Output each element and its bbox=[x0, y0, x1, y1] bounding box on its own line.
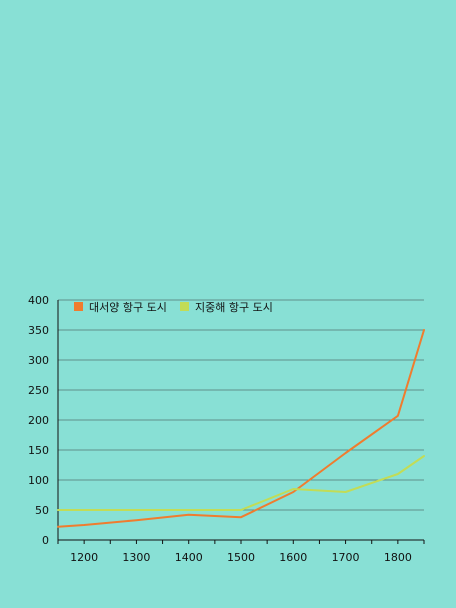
grid-lines bbox=[58, 299, 424, 511]
axes bbox=[57, 300, 425, 544]
x-tick-label: 1600 bbox=[279, 551, 307, 564]
y-tick-label: 50 bbox=[35, 504, 49, 517]
y-tick-label: 250 bbox=[28, 384, 49, 397]
x-tick-label: 1400 bbox=[175, 551, 203, 564]
tick-labels: 0 50 100 150 200 250 300 350 400 1200 1300 1400 1500… bbox=[28, 294, 412, 564]
series-layer bbox=[57, 329, 425, 528]
series-line-2 bbox=[57, 455, 425, 511]
y-tick-label: 350 bbox=[28, 324, 49, 337]
y-tick-label: 0 bbox=[42, 534, 49, 547]
y-tick-label: 300 bbox=[28, 354, 49, 367]
x-tick-label: 1700 bbox=[332, 551, 360, 564]
legend-swatch-1 bbox=[74, 302, 83, 311]
x-tick-label: 1200 bbox=[70, 551, 98, 564]
legend-label-2: 지중해 항구 도시 bbox=[195, 300, 273, 314]
x-tick-label: 1500 bbox=[227, 551, 255, 564]
legend-swatch-2 bbox=[180, 302, 189, 311]
y-tick-label: 400 bbox=[28, 294, 49, 307]
legend-label-1: 대서양 항구 도시 bbox=[89, 301, 167, 314]
y-tick-label: 150 bbox=[28, 444, 49, 457]
y-tick-label: 100 bbox=[28, 474, 49, 487]
x-tick-label: 1300 bbox=[122, 551, 150, 564]
x-tick-label: 1800 bbox=[384, 551, 412, 564]
legend: 대서양 항구 도시 지중해 항구 도시 bbox=[74, 300, 273, 314]
y-tick-label: 200 bbox=[28, 414, 49, 427]
